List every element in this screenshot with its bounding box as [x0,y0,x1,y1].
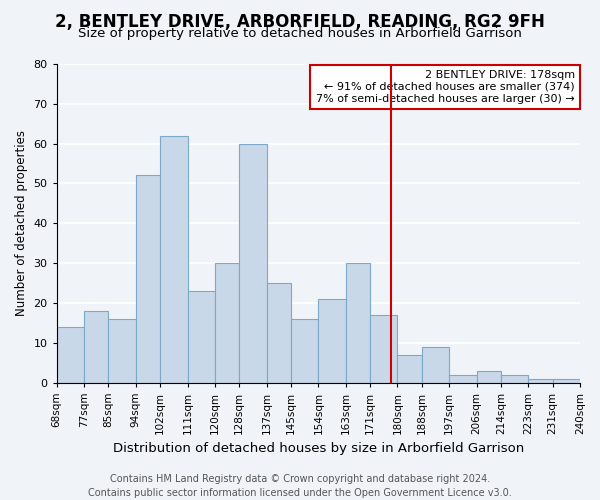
Bar [476,370,501,382]
Text: 2 BENTLEY DRIVE: 178sqm
← 91% of detached houses are smaller (374)
7% of semi-de: 2 BENTLEY DRIVE: 178sqm ← 91% of detache… [316,70,575,104]
Bar [239,144,266,382]
Bar [109,319,136,382]
Bar [291,319,319,382]
Y-axis label: Number of detached properties: Number of detached properties [15,130,28,316]
Bar [397,354,422,382]
Bar [57,327,84,382]
Bar [501,374,528,382]
Bar [449,374,476,382]
Bar [370,315,397,382]
X-axis label: Distribution of detached houses by size in Arborfield Garrison: Distribution of detached houses by size … [113,442,524,455]
Bar [528,378,553,382]
Bar [319,299,346,382]
Bar [136,176,160,382]
Bar [215,263,239,382]
Bar [188,291,215,382]
Text: Contains HM Land Registry data © Crown copyright and database right 2024.
Contai: Contains HM Land Registry data © Crown c… [88,474,512,498]
Bar [422,346,449,382]
Text: Size of property relative to detached houses in Arborfield Garrison: Size of property relative to detached ho… [78,28,522,40]
Text: 2, BENTLEY DRIVE, ARBORFIELD, READING, RG2 9FH: 2, BENTLEY DRIVE, ARBORFIELD, READING, R… [55,12,545,30]
Bar [346,263,370,382]
Bar [266,283,291,382]
Bar [553,378,580,382]
Bar [160,136,188,382]
Bar [84,311,109,382]
